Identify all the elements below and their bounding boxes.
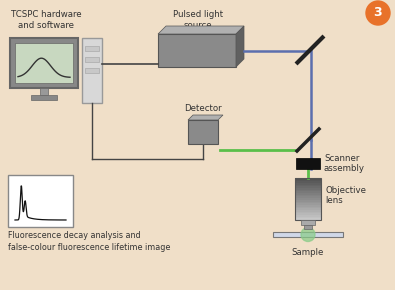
Text: Objective
lens: Objective lens xyxy=(325,186,366,205)
FancyBboxPatch shape xyxy=(31,95,57,100)
FancyBboxPatch shape xyxy=(295,215,321,217)
FancyBboxPatch shape xyxy=(40,88,48,95)
FancyBboxPatch shape xyxy=(296,158,320,169)
FancyBboxPatch shape xyxy=(295,206,321,209)
FancyBboxPatch shape xyxy=(295,212,321,214)
FancyBboxPatch shape xyxy=(295,195,321,197)
FancyBboxPatch shape xyxy=(295,190,321,192)
FancyBboxPatch shape xyxy=(295,203,321,205)
FancyBboxPatch shape xyxy=(295,217,321,219)
FancyBboxPatch shape xyxy=(304,225,312,229)
FancyBboxPatch shape xyxy=(295,180,321,182)
Polygon shape xyxy=(188,115,223,120)
FancyBboxPatch shape xyxy=(295,188,321,190)
FancyBboxPatch shape xyxy=(295,210,321,212)
FancyBboxPatch shape xyxy=(273,232,343,237)
Text: Fluorescence decay analysis and
false-colour fluorescence lifetime image: Fluorescence decay analysis and false-co… xyxy=(8,231,170,252)
Text: Scanner
assembly: Scanner assembly xyxy=(324,154,365,173)
FancyBboxPatch shape xyxy=(295,178,321,180)
FancyBboxPatch shape xyxy=(15,43,73,83)
FancyBboxPatch shape xyxy=(295,205,321,207)
Circle shape xyxy=(366,1,390,25)
FancyBboxPatch shape xyxy=(295,181,321,184)
FancyBboxPatch shape xyxy=(295,218,321,220)
FancyBboxPatch shape xyxy=(85,57,99,62)
FancyBboxPatch shape xyxy=(295,185,321,187)
FancyBboxPatch shape xyxy=(295,183,321,185)
FancyBboxPatch shape xyxy=(10,38,78,88)
FancyBboxPatch shape xyxy=(295,186,321,188)
Circle shape xyxy=(301,227,315,242)
FancyBboxPatch shape xyxy=(295,202,321,204)
FancyBboxPatch shape xyxy=(85,46,99,51)
FancyBboxPatch shape xyxy=(8,175,73,227)
Polygon shape xyxy=(236,26,244,67)
Text: TCSPC hardware
and software: TCSPC hardware and software xyxy=(11,10,81,30)
Text: 3: 3 xyxy=(374,6,382,19)
FancyBboxPatch shape xyxy=(295,200,321,202)
Text: Sample: Sample xyxy=(292,248,324,257)
FancyBboxPatch shape xyxy=(158,34,236,67)
FancyBboxPatch shape xyxy=(82,38,102,103)
FancyBboxPatch shape xyxy=(295,213,321,215)
FancyBboxPatch shape xyxy=(295,191,321,194)
FancyBboxPatch shape xyxy=(295,197,321,199)
Text: Pulsed light
source: Pulsed light source xyxy=(173,10,223,30)
FancyBboxPatch shape xyxy=(295,193,321,195)
FancyBboxPatch shape xyxy=(295,198,321,200)
FancyBboxPatch shape xyxy=(85,68,99,73)
FancyBboxPatch shape xyxy=(301,220,315,225)
FancyBboxPatch shape xyxy=(188,120,218,144)
Polygon shape xyxy=(158,26,244,34)
Text: Detector: Detector xyxy=(184,104,222,113)
FancyBboxPatch shape xyxy=(295,208,321,211)
